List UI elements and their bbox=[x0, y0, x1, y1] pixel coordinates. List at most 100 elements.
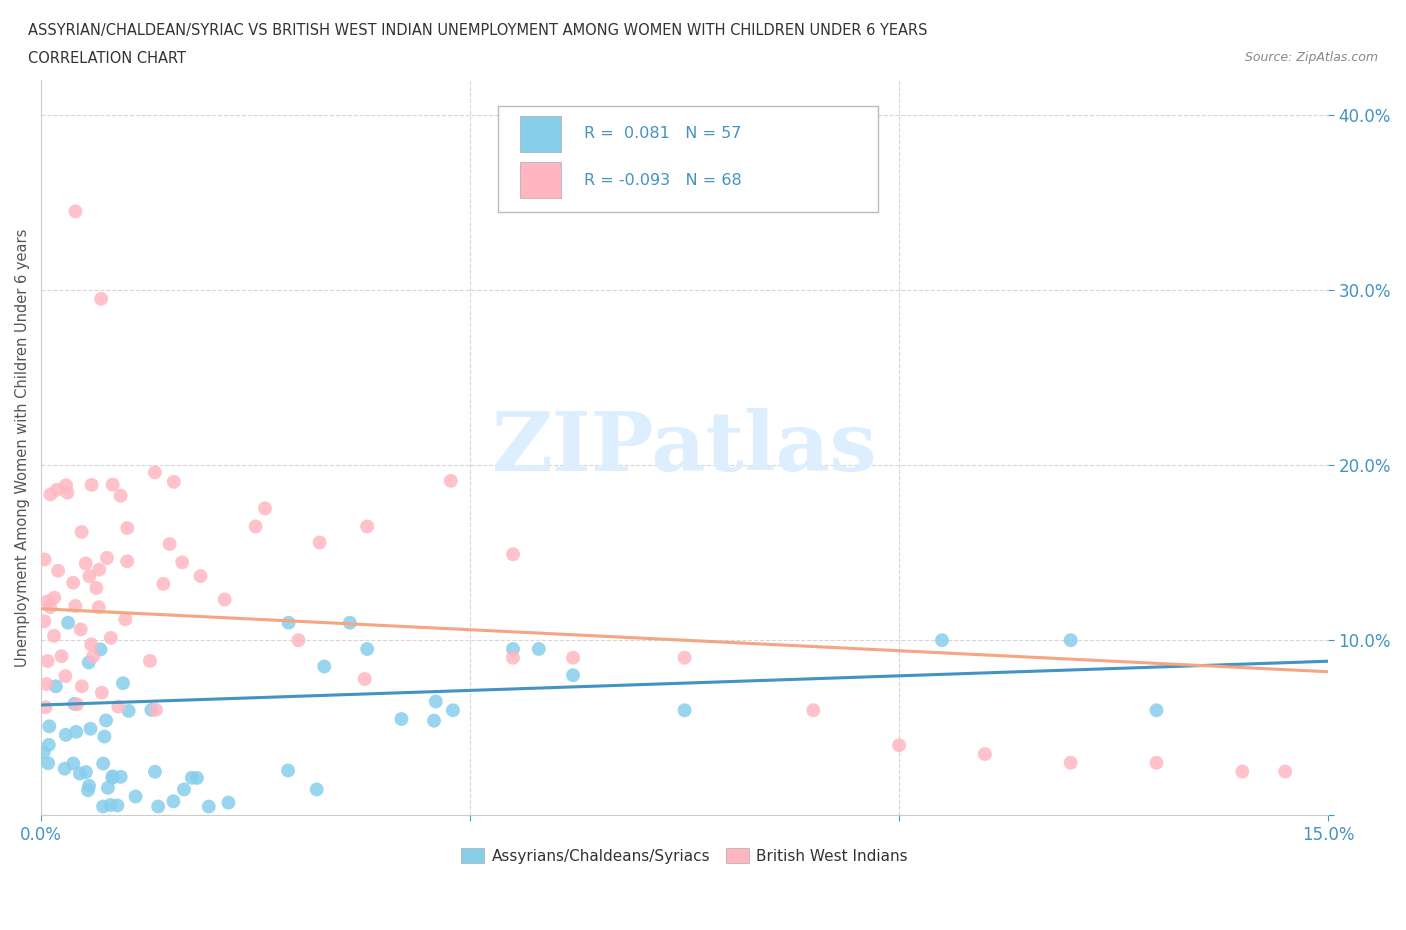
Point bbox=[97, 780, 120, 795]
Point bbox=[562, 650, 585, 665]
Point bbox=[277, 764, 299, 778]
Point bbox=[91, 799, 114, 814]
Point bbox=[111, 676, 134, 691]
Point bbox=[70, 679, 93, 694]
Point bbox=[1060, 632, 1083, 647]
Point bbox=[159, 537, 181, 551]
Point bbox=[39, 487, 62, 502]
Point bbox=[214, 592, 236, 607]
Point bbox=[42, 629, 65, 644]
Point bbox=[117, 703, 139, 718]
Point bbox=[124, 789, 146, 804]
Point bbox=[55, 727, 77, 742]
Point bbox=[562, 668, 585, 683]
Point bbox=[89, 563, 111, 578]
Point bbox=[115, 554, 138, 569]
Point bbox=[391, 711, 413, 726]
Point bbox=[180, 770, 202, 785]
Point bbox=[152, 577, 174, 591]
Point bbox=[148, 799, 170, 814]
Point bbox=[107, 699, 129, 714]
Point bbox=[100, 798, 122, 813]
Point bbox=[143, 465, 166, 480]
Point bbox=[37, 654, 59, 669]
Point bbox=[173, 782, 195, 797]
Point bbox=[55, 478, 77, 493]
Point bbox=[673, 703, 696, 718]
Point bbox=[93, 729, 115, 744]
Point bbox=[277, 616, 299, 631]
Point bbox=[90, 291, 112, 306]
Text: R =  0.081   N = 57: R = 0.081 N = 57 bbox=[585, 126, 741, 141]
Text: CORRELATION CHART: CORRELATION CHART bbox=[28, 51, 186, 66]
Point bbox=[143, 764, 166, 779]
Point bbox=[89, 642, 111, 657]
Point bbox=[32, 745, 55, 760]
Point bbox=[34, 614, 56, 629]
Point bbox=[82, 649, 104, 664]
Point bbox=[801, 703, 824, 718]
Point bbox=[69, 766, 91, 781]
Point bbox=[51, 649, 73, 664]
Point bbox=[39, 600, 62, 615]
Point bbox=[527, 642, 550, 657]
Point bbox=[1232, 764, 1254, 779]
Point bbox=[53, 762, 76, 777]
Point bbox=[110, 488, 132, 503]
Point bbox=[254, 501, 277, 516]
Point bbox=[35, 677, 58, 692]
Point bbox=[1146, 703, 1168, 718]
Point bbox=[502, 650, 524, 665]
Point bbox=[1060, 755, 1083, 770]
Point bbox=[887, 737, 910, 752]
Point bbox=[441, 703, 464, 718]
Point bbox=[79, 569, 101, 584]
Point bbox=[46, 564, 69, 578]
Point bbox=[117, 521, 139, 536]
Point bbox=[107, 798, 129, 813]
Point bbox=[53, 669, 76, 684]
Point bbox=[87, 600, 110, 615]
Point bbox=[37, 594, 59, 609]
FancyBboxPatch shape bbox=[520, 163, 561, 198]
Point bbox=[101, 477, 124, 492]
Point bbox=[353, 671, 375, 686]
Point bbox=[86, 580, 108, 595]
Point bbox=[80, 477, 103, 492]
Point bbox=[100, 631, 122, 645]
Point bbox=[425, 694, 447, 709]
Point bbox=[163, 474, 186, 489]
Point bbox=[90, 685, 112, 700]
Point bbox=[314, 659, 336, 674]
Point bbox=[101, 770, 124, 785]
Legend: Assyrians/Chaldeans/Syriacs, British West Indians: Assyrians/Chaldeans/Syriacs, British Wes… bbox=[456, 843, 914, 870]
Point bbox=[38, 719, 60, 734]
Point bbox=[63, 697, 86, 711]
Point bbox=[80, 637, 103, 652]
Point bbox=[197, 799, 219, 814]
Point bbox=[114, 612, 136, 627]
Text: ZIPatlas: ZIPatlas bbox=[492, 407, 877, 487]
Point bbox=[65, 204, 87, 219]
FancyBboxPatch shape bbox=[520, 116, 561, 152]
Point bbox=[217, 795, 239, 810]
Point bbox=[94, 713, 117, 728]
Text: ASSYRIAN/CHALDEAN/SYRIAC VS BRITISH WEST INDIAN UNEMPLOYMENT AMONG WOMEN WITH CH: ASSYRIAN/CHALDEAN/SYRIAC VS BRITISH WEST… bbox=[28, 23, 928, 38]
FancyBboxPatch shape bbox=[498, 106, 877, 212]
Point bbox=[45, 679, 67, 694]
Point bbox=[96, 551, 118, 565]
Point bbox=[139, 654, 162, 669]
Point bbox=[70, 525, 93, 539]
Point bbox=[931, 632, 953, 647]
Point bbox=[356, 642, 378, 657]
Text: R = -0.093   N = 68: R = -0.093 N = 68 bbox=[585, 173, 742, 188]
Point bbox=[356, 519, 378, 534]
Point bbox=[38, 737, 60, 752]
Point bbox=[305, 782, 328, 797]
Point bbox=[339, 616, 361, 631]
Point bbox=[973, 747, 995, 762]
Point bbox=[91, 756, 114, 771]
Point bbox=[1274, 764, 1296, 779]
Point bbox=[110, 769, 132, 784]
Point bbox=[423, 713, 446, 728]
